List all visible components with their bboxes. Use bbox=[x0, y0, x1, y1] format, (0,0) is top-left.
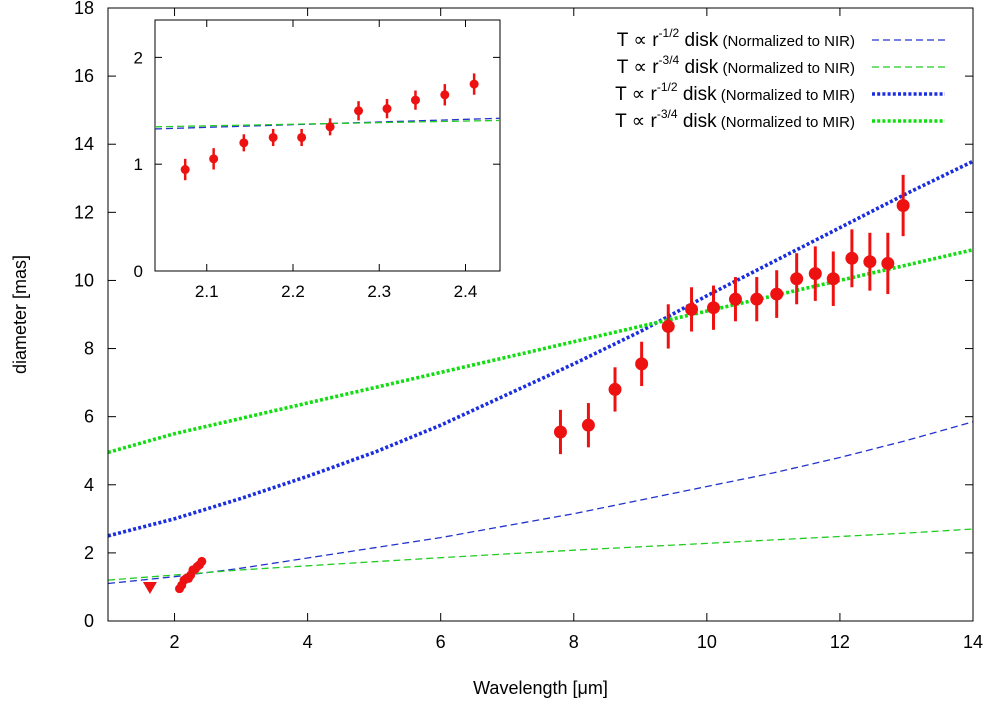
y-tick-label: 16 bbox=[74, 66, 94, 86]
inset-x-tick-label: 2.4 bbox=[454, 282, 478, 301]
legend-label: T ∝ r-1/2 disk (Normalized to NIR) bbox=[617, 26, 855, 51]
inset-data-point bbox=[180, 165, 190, 175]
series-line-nir-threequarter bbox=[107, 528, 974, 581]
inset-x-tick-label: 2.2 bbox=[281, 282, 305, 301]
data-point bbox=[826, 272, 840, 286]
inset-data-point bbox=[268, 132, 278, 142]
x-tick-label: 10 bbox=[697, 632, 717, 652]
legend-label: T ∝ r-1/2 disk (Normalized to MIR) bbox=[615, 80, 855, 105]
inset-data-point bbox=[209, 154, 219, 164]
upper-limit-marker bbox=[142, 581, 157, 594]
inset-series-line bbox=[154, 119, 501, 128]
data-point bbox=[845, 251, 859, 265]
data-point bbox=[553, 425, 567, 439]
series-line-nir-half bbox=[107, 421, 974, 585]
x-tick-label: 4 bbox=[303, 632, 313, 652]
inset-plot: 2.1 2.2 2.3 2.4 0 1 2 bbox=[134, 19, 501, 301]
y-tick-label: 18 bbox=[74, 0, 94, 18]
x-tick-label: 8 bbox=[569, 632, 579, 652]
inset-data-point bbox=[440, 90, 450, 100]
inset-data-point bbox=[297, 132, 307, 142]
x-tick-label: 14 bbox=[963, 632, 983, 652]
inset-x-tick-label: 2.1 bbox=[195, 282, 219, 301]
data-point bbox=[608, 382, 622, 396]
inset-data-point bbox=[469, 79, 479, 89]
data-point bbox=[863, 255, 877, 269]
inset-y-tick-label: 2 bbox=[134, 48, 143, 67]
data-point bbox=[197, 556, 207, 566]
x-tick-label: 6 bbox=[436, 632, 446, 652]
y-tick-label: 12 bbox=[74, 202, 94, 222]
data-point bbox=[881, 256, 895, 270]
y-tick-label: 2 bbox=[84, 543, 94, 563]
legend-label: T ∝ r-3/4 disk (Normalized to NIR) bbox=[617, 53, 855, 78]
inset-data-point bbox=[410, 95, 420, 105]
inset-data-point bbox=[325, 122, 335, 132]
series-line-mir-threequarter bbox=[107, 248, 974, 455]
data-point bbox=[896, 199, 910, 213]
x-tick-label: 12 bbox=[830, 632, 850, 652]
inset-data-point bbox=[382, 104, 392, 114]
data-point bbox=[581, 418, 595, 432]
y-tick-label: 6 bbox=[84, 407, 94, 427]
y-tick-label: 4 bbox=[84, 475, 94, 495]
data-point bbox=[790, 272, 804, 286]
x-tick-label: 2 bbox=[170, 632, 180, 652]
inset-y-tick-label: 0 bbox=[134, 262, 143, 281]
y-tick-label: 0 bbox=[84, 611, 94, 631]
data-point bbox=[728, 292, 742, 306]
legend-label: T ∝ r-3/4 disk (Normalized to MIR) bbox=[615, 107, 855, 132]
data-point bbox=[808, 267, 822, 281]
data-point bbox=[685, 302, 699, 316]
y-tick-label: 14 bbox=[74, 134, 94, 154]
inset-data-point bbox=[354, 106, 364, 116]
data-point bbox=[750, 292, 764, 306]
x-axis-label: Wavelength [μm] bbox=[473, 678, 608, 698]
inset-data-point bbox=[239, 138, 249, 148]
y-tick-label: 10 bbox=[74, 270, 94, 290]
legend: T ∝ r-1/2 disk (Normalized to NIR)T ∝ r-… bbox=[615, 26, 945, 132]
inset-frame bbox=[154, 19, 501, 272]
inset-x-tick-label: 2.3 bbox=[367, 282, 391, 301]
inset-y-tick-label: 1 bbox=[134, 155, 143, 174]
y-axis-label: diameter [mas] bbox=[10, 255, 30, 374]
data-point bbox=[661, 319, 675, 333]
data-point bbox=[635, 357, 649, 371]
y-tick-label: 8 bbox=[84, 339, 94, 359]
inset-series-line bbox=[154, 117, 501, 130]
data-point bbox=[770, 287, 784, 301]
plot-frame bbox=[107, 7, 974, 622]
data-point bbox=[707, 301, 720, 315]
main-points-layer bbox=[142, 174, 910, 594]
